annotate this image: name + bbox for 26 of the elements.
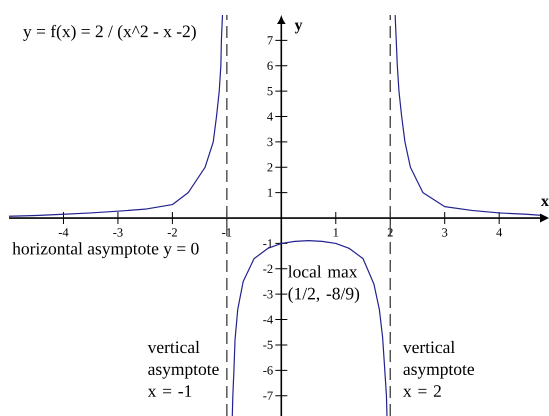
y-tick-label: -3 <box>263 290 273 298</box>
x-tick-label: 3 <box>442 228 448 237</box>
y-tick-label: 7 <box>268 36 273 44</box>
y-tick-label: -4 <box>263 315 273 324</box>
ref-line-label: vertical asymptote x = -1 <box>148 340 219 397</box>
y-tick-label: 2 <box>267 163 272 172</box>
y-tick-label: -2 <box>263 264 272 273</box>
y-tick-label: -7 <box>263 392 273 400</box>
annotation: horizontal asymptote y = 0 <box>12 242 199 258</box>
x-tick-label: 4 <box>496 228 502 236</box>
annotation: local max (1/2, -8/9) <box>288 265 360 304</box>
y-tick-label: 6 <box>267 62 273 70</box>
y-tick-label: -6 <box>263 366 273 375</box>
ref-line-label: vertical asymptote x = 2 <box>402 340 474 397</box>
y-tick-label: 3 <box>267 138 273 146</box>
x-tick-label: -2 <box>168 228 177 236</box>
y-tick-label: 1 <box>268 188 272 197</box>
x-tick-label: -3 <box>113 228 123 237</box>
y-tick-label: 4 <box>267 112 273 121</box>
x-tick-label: 1 <box>334 228 338 236</box>
y-axis-title: y <box>294 22 302 34</box>
x-axis-title: x <box>541 198 549 206</box>
text: y = f(x) = 2 / (x^2 - x -2) <box>23 24 196 41</box>
y-tick-label: -5 <box>263 340 273 350</box>
y-tick-label: 5 <box>268 87 273 96</box>
x-tick-label: -4 <box>58 228 68 236</box>
